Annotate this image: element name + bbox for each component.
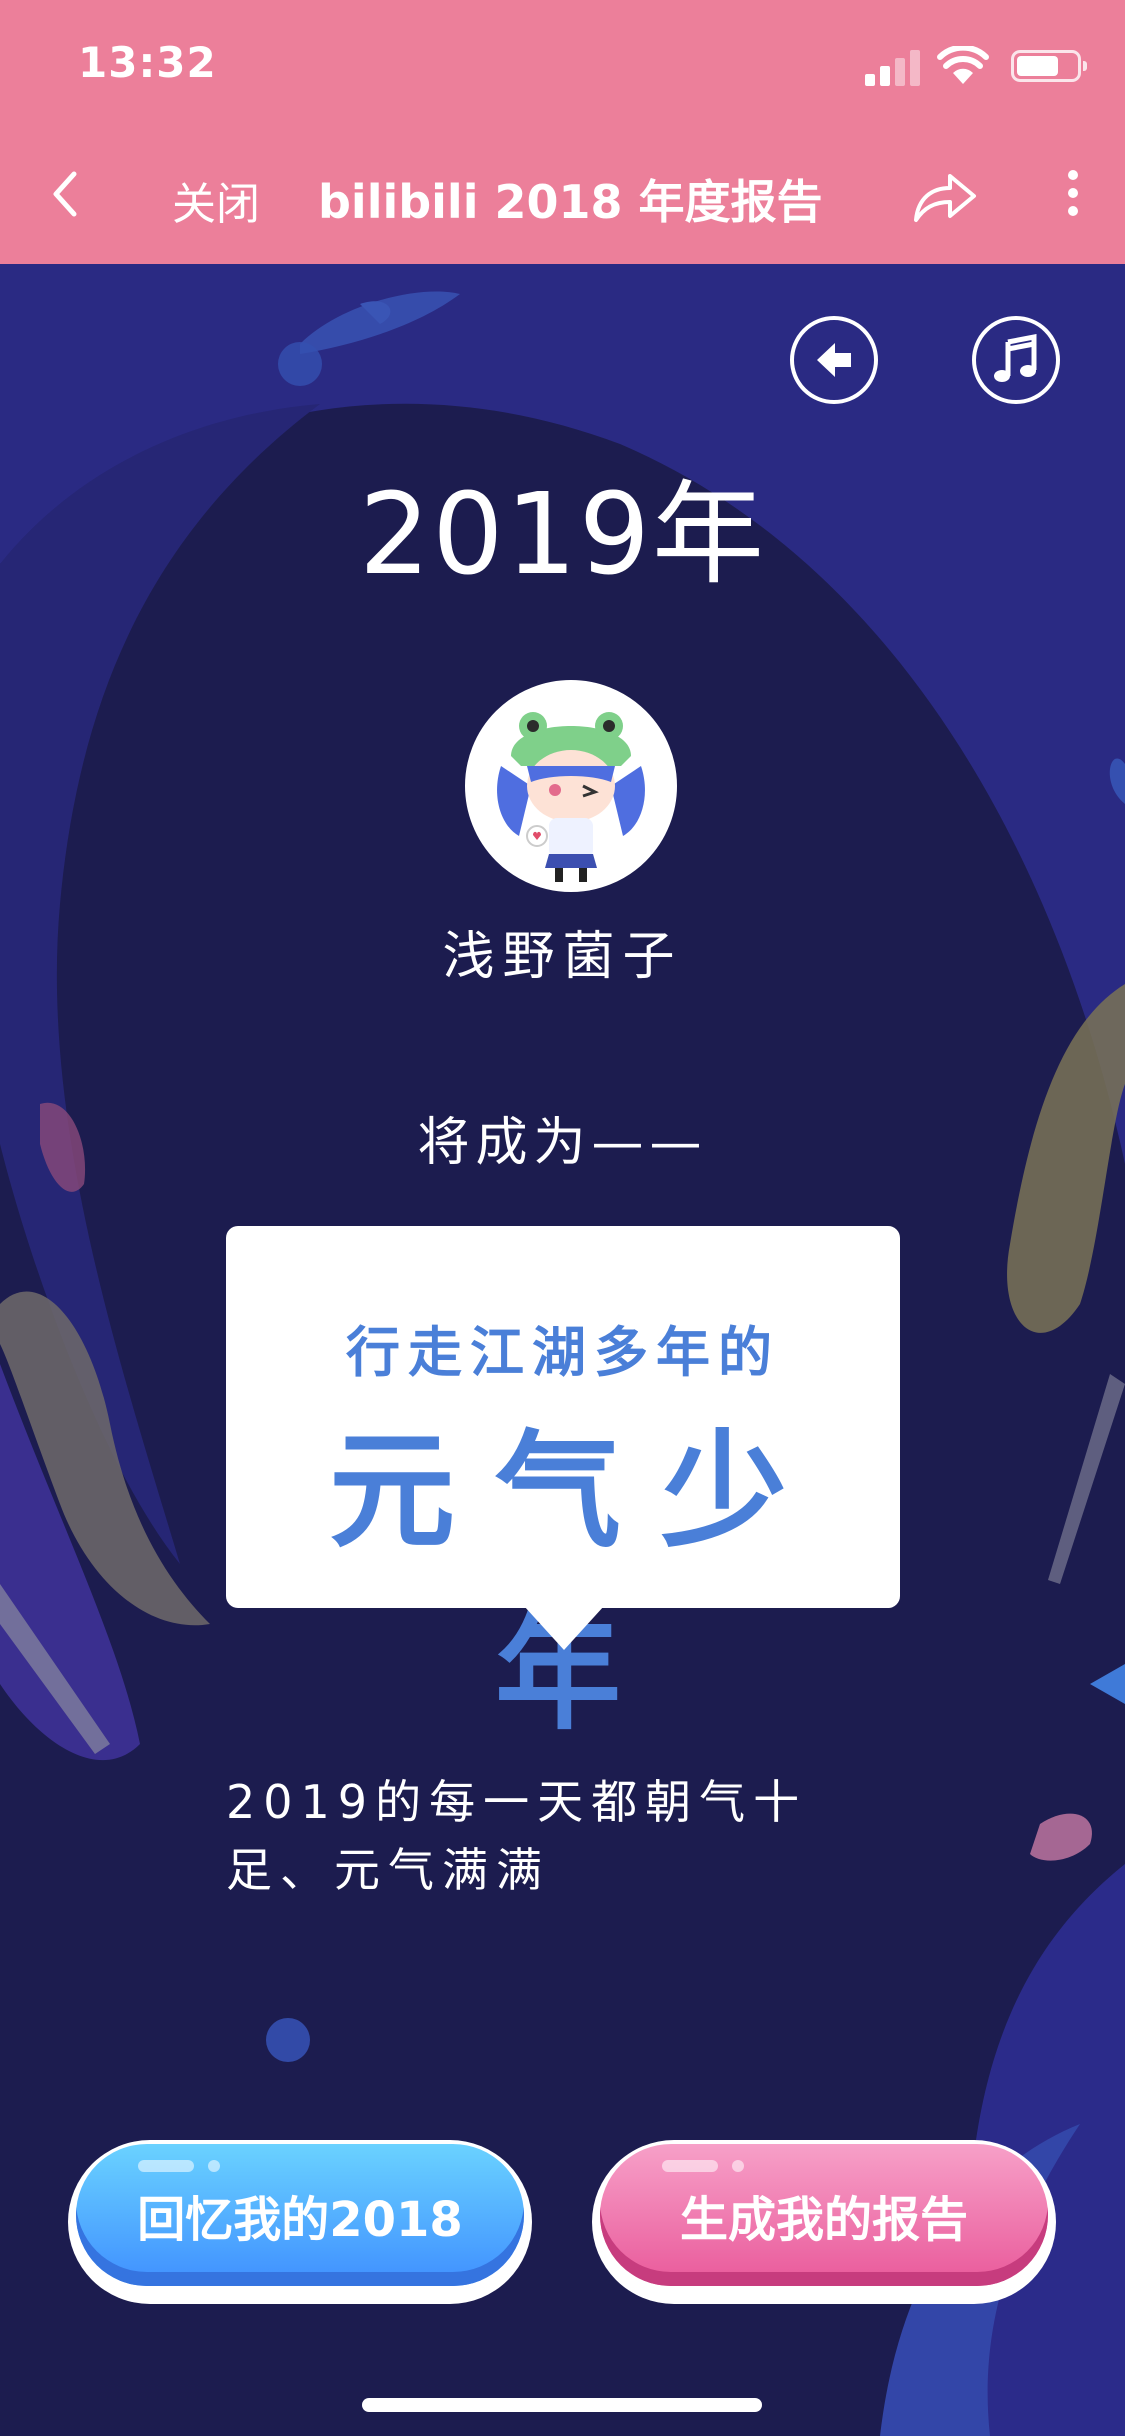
- title-card: 行走江湖多年的 元气少年: [226, 1226, 900, 1747]
- description: 2019的每一天都朝气十 足、元气满满: [226, 1768, 846, 1904]
- button-gloss-dot: [732, 2160, 744, 2172]
- button-gloss: [662, 2160, 718, 2172]
- home-indicator[interactable]: [362, 2398, 762, 2412]
- description-line-2: 足、元气满满: [226, 1843, 550, 1897]
- avatar[interactable]: [465, 680, 677, 892]
- share-icon[interactable]: [910, 168, 980, 226]
- back-arrow-icon: [817, 343, 851, 377]
- status-time: 13:32: [78, 38, 217, 87]
- music-note-icon: [994, 334, 1037, 382]
- battery-level: [1017, 56, 1058, 76]
- signal-icon: [865, 50, 921, 86]
- title-subtitle: 行走江湖多年的: [346, 1321, 780, 1384]
- music-button[interactable]: [972, 316, 1060, 404]
- status-icons: [841, 46, 1087, 90]
- wifi-icon: [937, 46, 989, 84]
- close-button[interactable]: 关闭: [172, 179, 260, 230]
- top-bar: 13:32 关闭 bilibili 2018 年度报告: [0, 0, 1125, 264]
- more-icon[interactable]: [1058, 170, 1088, 220]
- recall-2018-button[interactable]: 回忆我的2018: [68, 2140, 532, 2304]
- battery-icon: [1011, 50, 1087, 82]
- year-title: 2019年: [358, 470, 767, 600]
- page-title: bilibili 2018 年度报告: [318, 175, 823, 229]
- username: 浅野菌子: [442, 927, 683, 987]
- title-main: 元气少年: [329, 1418, 827, 1747]
- button-gloss-dot: [208, 2160, 220, 2172]
- avatar-illustration: [471, 686, 671, 886]
- back-arrow-button[interactable]: [790, 316, 878, 404]
- back-chevron-icon[interactable]: [44, 166, 88, 222]
- generate-report-button[interactable]: 生成我的报告: [592, 2140, 1056, 2304]
- decorative-background: [0, 264, 1125, 2436]
- will-become-text: 将成为——: [417, 1113, 708, 1173]
- report-page: 2019年 浅野菌子 将成为—— 行走江湖多年的 元气少年 2019的每一天都朝…: [0, 264, 1125, 2436]
- description-line-1: 2019的每一天都朝气十: [226, 1775, 808, 1829]
- button-gloss: [138, 2160, 194, 2172]
